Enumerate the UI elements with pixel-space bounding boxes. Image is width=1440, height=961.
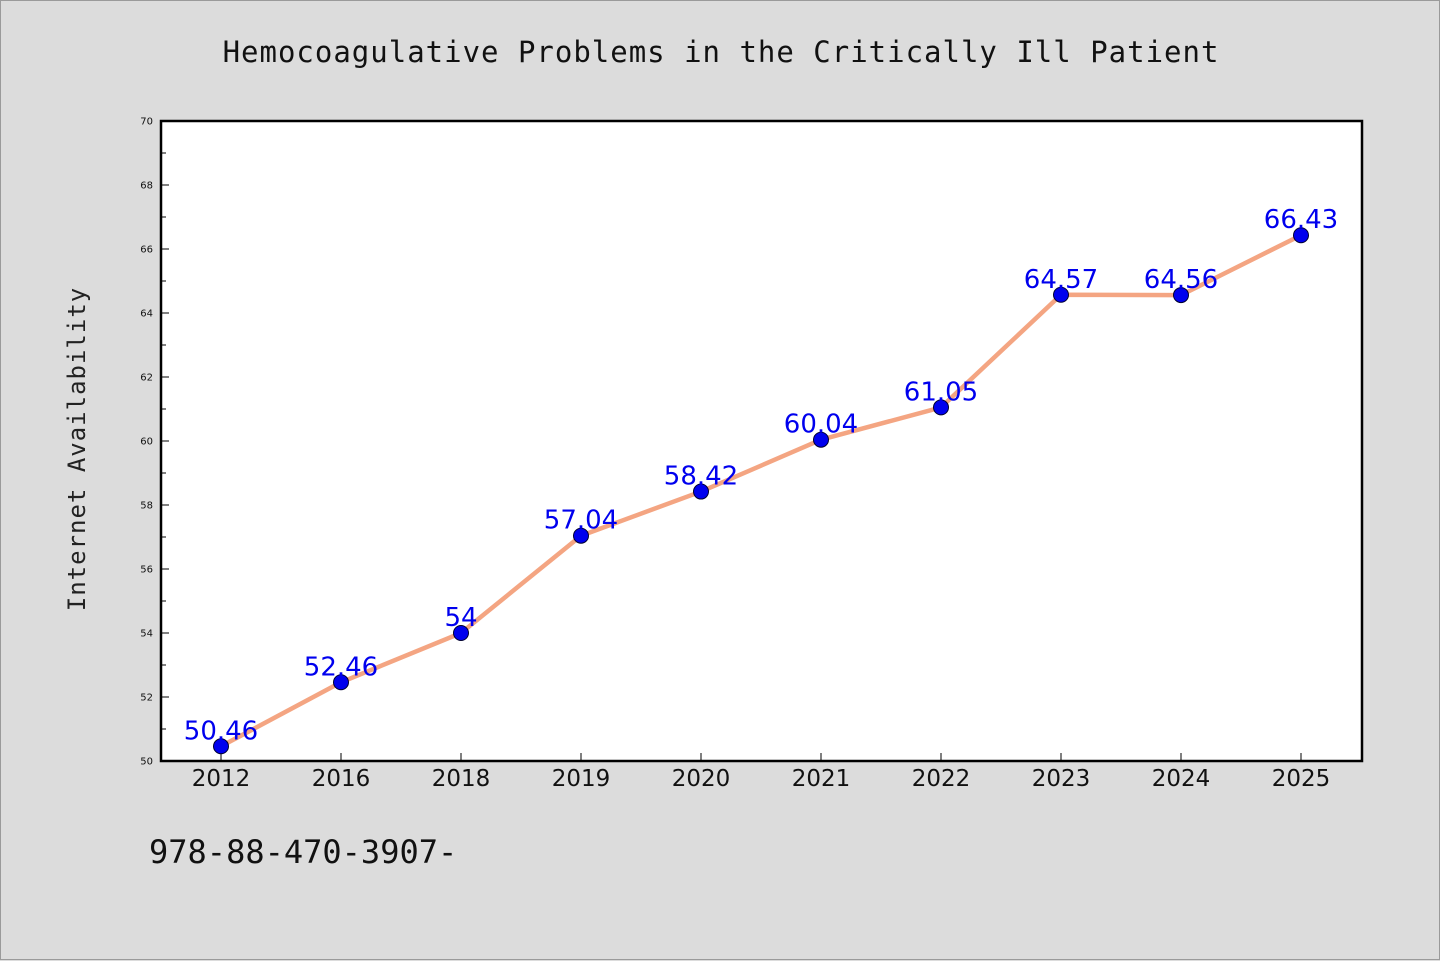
data-point	[1293, 227, 1309, 244]
x-tick-label: 2024	[1152, 766, 1211, 792]
data-label: 54	[444, 603, 477, 633]
y-tick-label: 70	[140, 117, 153, 128]
y-tick-label: 62	[140, 373, 153, 384]
x-tick-label: 2016	[312, 766, 371, 792]
y-tick-label: 52	[140, 693, 153, 704]
data-point	[333, 674, 349, 691]
chart-title: Hemocoagulative Problems in the Critical…	[222, 35, 1220, 69]
x-tick-label: 2019	[552, 766, 611, 792]
x-axis-ticks: 2012 2016 2018 2019 2020 2021 2022 2023 2024 2025	[192, 753, 1331, 792]
data-point	[933, 399, 949, 416]
data-label: 58.42	[664, 462, 738, 492]
data-label: 64.57	[1024, 265, 1098, 295]
y-tick-label: 50	[140, 757, 153, 768]
data-label: 50.46	[184, 716, 258, 746]
y-tick-label: 56	[140, 565, 153, 576]
y-tick-label: 68	[140, 181, 153, 192]
x-tick-label: 2012	[192, 766, 251, 792]
y-tick-label: 58	[140, 501, 153, 512]
plot-area	[159, 119, 1364, 763]
data-point	[1053, 286, 1069, 303]
x-tick-label: 2021	[792, 766, 851, 792]
series-line-path	[219, 233, 1303, 749]
data-point	[1173, 287, 1189, 304]
data-point	[813, 431, 829, 448]
footer-isbn: 978-88-470-3907-	[149, 833, 458, 871]
y-tick-label: 64	[140, 309, 153, 320]
x-tick-label: 2022	[912, 766, 971, 792]
series-markers	[213, 227, 1309, 755]
data-point	[573, 527, 589, 544]
y-tick-label: 54	[140, 629, 153, 640]
data-label: 61.05	[904, 377, 978, 407]
data-label: 60.04	[784, 410, 858, 440]
data-point	[693, 483, 709, 500]
x-tick-label: 2023	[1032, 766, 1091, 792]
y-tick-label: 66	[140, 245, 153, 256]
data-labels: 50.46 52.46 54 57.04 58.42 60.04 61.05 64.57 64.…	[184, 205, 1338, 746]
data-point	[213, 738, 229, 755]
data-label: 66.43	[1264, 205, 1338, 235]
x-tick-label: 2020	[672, 766, 731, 792]
x-tick-label: 2018	[432, 766, 491, 792]
y-axis-ticks: 50 52 54 56 58 60 62 64 66 68 70	[140, 117, 169, 768]
data-point	[453, 625, 469, 641]
series-line	[219, 233, 1303, 749]
y-tick-label: 60	[140, 437, 153, 448]
data-label: 64.56	[1144, 265, 1218, 295]
data-label: 57.04	[544, 506, 618, 536]
x-tick-label: 2025	[1272, 766, 1331, 792]
data-label: 52.46	[304, 652, 378, 682]
